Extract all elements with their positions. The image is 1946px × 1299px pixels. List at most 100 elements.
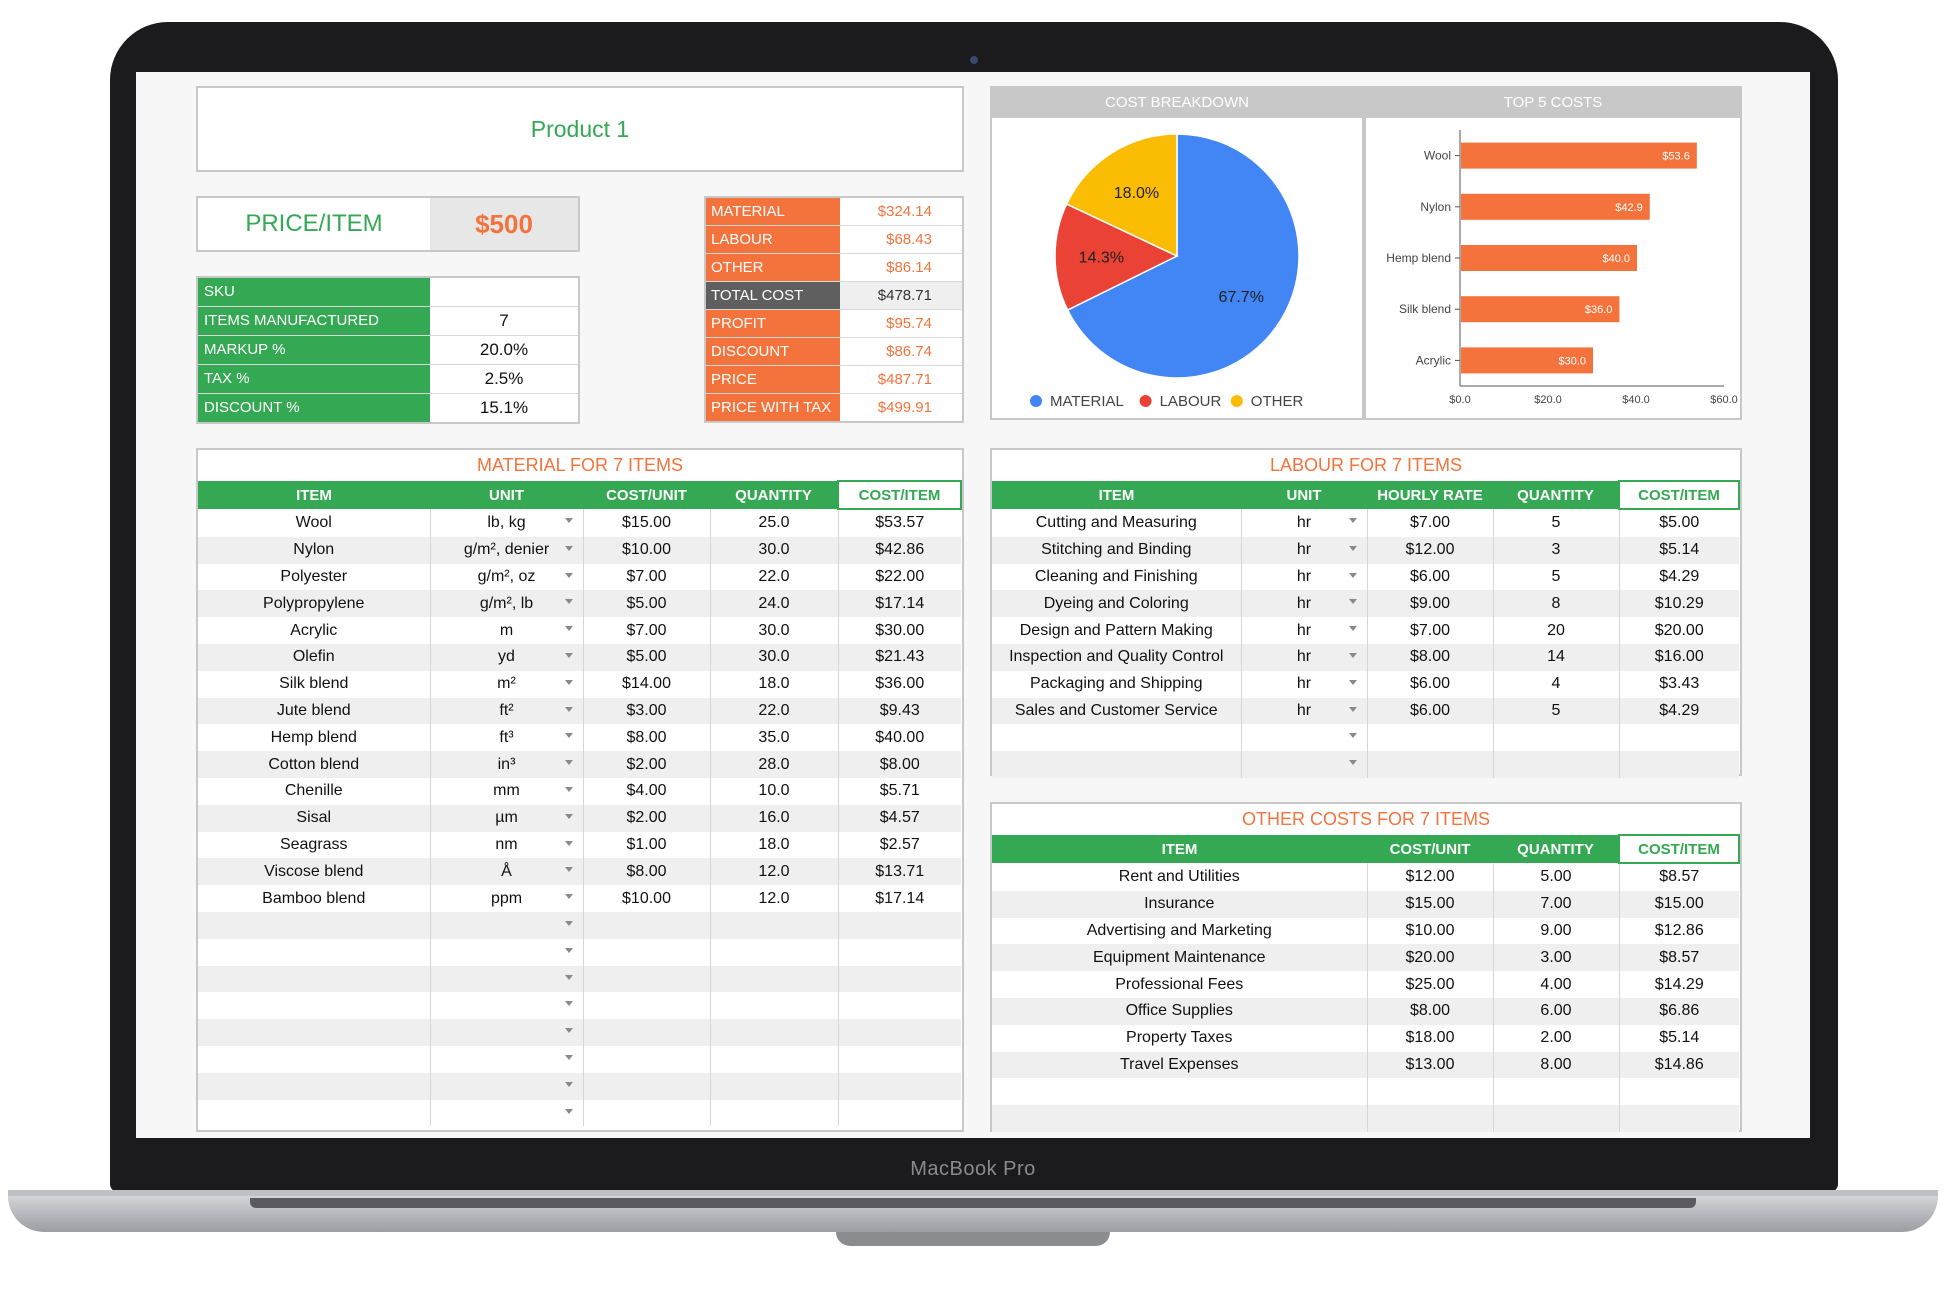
other-column-header[interactable]: COST/ITEM bbox=[1618, 834, 1740, 864]
labour-cell[interactable]: $8.00 bbox=[1367, 643, 1494, 671]
dropdown-arrow-icon[interactable] bbox=[564, 786, 573, 792]
dropdown-arrow-icon[interactable] bbox=[564, 813, 573, 819]
labour-cell[interactable]: $6.00 bbox=[1367, 563, 1494, 591]
material-cell[interactable] bbox=[583, 938, 711, 966]
labour-cell[interactable]: hr bbox=[1241, 536, 1368, 564]
dropdown-arrow-icon[interactable] bbox=[564, 545, 573, 551]
material-cell[interactable]: $5.00 bbox=[583, 643, 711, 671]
labour-cell[interactable]: Cutting and Measuring bbox=[992, 509, 1242, 537]
material-cell[interactable]: $8.00 bbox=[583, 858, 711, 886]
dropdown-arrow-icon[interactable] bbox=[564, 706, 573, 712]
labour-cell[interactable]: $7.00 bbox=[1367, 509, 1494, 537]
param-value[interactable]: 20.0% bbox=[479, 340, 529, 359]
material-column-header[interactable]: COST/ITEM bbox=[837, 480, 962, 510]
material-cell[interactable]: $8.00 bbox=[838, 751, 961, 778]
material-cell[interactable] bbox=[710, 938, 839, 966]
material-cell[interactable]: ft² bbox=[430, 697, 584, 725]
dropdown-arrow-icon[interactable] bbox=[1348, 545, 1357, 551]
param-value[interactable]: 15.1% bbox=[479, 398, 529, 417]
material-cell[interactable]: Silk blend bbox=[198, 670, 431, 698]
other-cell[interactable]: $10.00 bbox=[1367, 917, 1494, 945]
labour-cell[interactable]: $5.00 bbox=[1659, 514, 1700, 532]
other-column-header[interactable]: QUANTITY bbox=[1493, 835, 1619, 863]
labour-cell[interactable]: $7.00 bbox=[1367, 617, 1494, 644]
material-cell[interactable]: 10.0 bbox=[710, 777, 839, 805]
param-value[interactable]: 2.5% bbox=[484, 369, 524, 388]
dropdown-arrow-icon[interactable] bbox=[564, 840, 573, 846]
material-cell[interactable]: $4.57 bbox=[838, 804, 961, 832]
material-cell[interactable]: $5.00 bbox=[583, 590, 711, 618]
material-cell[interactable]: 12.0 bbox=[710, 858, 839, 886]
other-cell[interactable]: Advertising and Marketing bbox=[992, 917, 1368, 945]
material-cell[interactable]: Olefin bbox=[198, 643, 431, 671]
material-cell[interactable]: Cotton blend bbox=[198, 751, 431, 778]
material-cell[interactable]: $40.00 bbox=[875, 728, 925, 746]
material-cell[interactable]: ft³ bbox=[430, 724, 584, 752]
dropdown-arrow-icon[interactable] bbox=[564, 572, 573, 578]
material-cell[interactable] bbox=[838, 1072, 961, 1100]
labour-cell[interactable] bbox=[992, 724, 1242, 752]
material-cell[interactable] bbox=[838, 1046, 961, 1073]
material-cell[interactable]: 16.0 bbox=[710, 804, 839, 832]
other-column-header[interactable]: COST/UNIT bbox=[1367, 835, 1493, 863]
other-cell[interactable]: 8.00 bbox=[1493, 1051, 1620, 1079]
other-cell[interactable]: $8.00 bbox=[1367, 997, 1494, 1025]
other-cell[interactable] bbox=[1493, 1105, 1620, 1132]
material-cell[interactable]: $13.71 bbox=[838, 858, 961, 886]
material-cell[interactable]: Acrylic bbox=[198, 617, 431, 644]
material-cell[interactable] bbox=[583, 992, 711, 1020]
material-cell[interactable]: Polypropylene bbox=[198, 590, 431, 618]
other-cell[interactable]: $14.29 bbox=[1654, 975, 1704, 993]
other-cell[interactable]: 5.00 bbox=[1493, 863, 1620, 891]
dropdown-arrow-icon[interactable] bbox=[1348, 572, 1357, 578]
labour-cell[interactable] bbox=[1619, 751, 1739, 778]
dropdown-arrow-icon[interactable] bbox=[1348, 599, 1357, 605]
other-cell[interactable]: 9.00 bbox=[1493, 917, 1620, 945]
material-cell[interactable]: m² bbox=[430, 670, 584, 698]
other-cell[interactable] bbox=[1493, 1078, 1620, 1106]
dropdown-arrow-icon[interactable] bbox=[564, 1028, 573, 1034]
material-cell[interactable]: Jute blend bbox=[198, 697, 431, 725]
labour-cell[interactable]: Inspection and Quality Control bbox=[992, 643, 1242, 671]
material-cell[interactable]: Bamboo blend bbox=[198, 885, 431, 912]
labour-column-header[interactable]: QUANTITY bbox=[1493, 481, 1619, 509]
material-cell[interactable] bbox=[583, 1099, 711, 1127]
other-cell[interactable]: $5.14 bbox=[1659, 1029, 1700, 1047]
dropdown-arrow-icon[interactable] bbox=[564, 733, 573, 739]
labour-cell[interactable]: $6.00 bbox=[1367, 697, 1494, 725]
labour-cell[interactable]: hr bbox=[1241, 563, 1368, 591]
pie-slice-other[interactable] bbox=[1065, 133, 1178, 258]
material-cell[interactable] bbox=[430, 1072, 584, 1100]
material-cell[interactable]: $2.00 bbox=[583, 804, 711, 832]
other-cell[interactable]: Professional Fees bbox=[992, 971, 1368, 998]
labour-cell[interactable]: hr bbox=[1241, 509, 1368, 537]
material-cell[interactable]: $4.00 bbox=[583, 777, 711, 805]
material-cell[interactable]: Wool bbox=[198, 509, 431, 537]
material-cell[interactable]: $17.14 bbox=[875, 889, 925, 907]
material-cell[interactable]: nm bbox=[430, 831, 584, 859]
labour-cell[interactable]: Sales and Customer Service bbox=[992, 697, 1242, 725]
material-column-header[interactable]: COST/UNIT bbox=[583, 481, 710, 509]
other-cell[interactable]: $8.57 bbox=[1619, 944, 1739, 972]
material-cell[interactable] bbox=[430, 1019, 584, 1046]
material-cell[interactable]: 12.0 bbox=[710, 885, 839, 912]
dropdown-arrow-icon[interactable] bbox=[564, 652, 573, 658]
other-cell[interactable]: $14.86 bbox=[1619, 1051, 1739, 1079]
material-cell[interactable] bbox=[430, 992, 584, 1020]
material-cell[interactable]: $9.43 bbox=[838, 697, 961, 725]
material-cell[interactable]: $17.14 bbox=[838, 590, 961, 618]
labour-cell[interactable] bbox=[1619, 724, 1739, 751]
material-cell[interactable]: Seagrass bbox=[198, 831, 431, 859]
material-cell[interactable]: $7.00 bbox=[583, 563, 711, 591]
other-cell[interactable]: $6.86 bbox=[1619, 997, 1739, 1025]
material-cell[interactable]: 28.0 bbox=[710, 751, 839, 778]
other-cell[interactable]: $12.00 bbox=[1367, 863, 1494, 891]
material-cell[interactable] bbox=[430, 911, 584, 939]
material-cell[interactable] bbox=[710, 1045, 839, 1073]
material-cell[interactable] bbox=[838, 939, 961, 966]
dropdown-arrow-icon[interactable] bbox=[564, 947, 573, 953]
dropdown-arrow-icon[interactable] bbox=[564, 599, 573, 605]
material-cell[interactable] bbox=[838, 1100, 961, 1127]
other-cell[interactable]: $12.86 bbox=[1654, 921, 1704, 939]
dropdown-arrow-icon[interactable] bbox=[1348, 679, 1357, 685]
